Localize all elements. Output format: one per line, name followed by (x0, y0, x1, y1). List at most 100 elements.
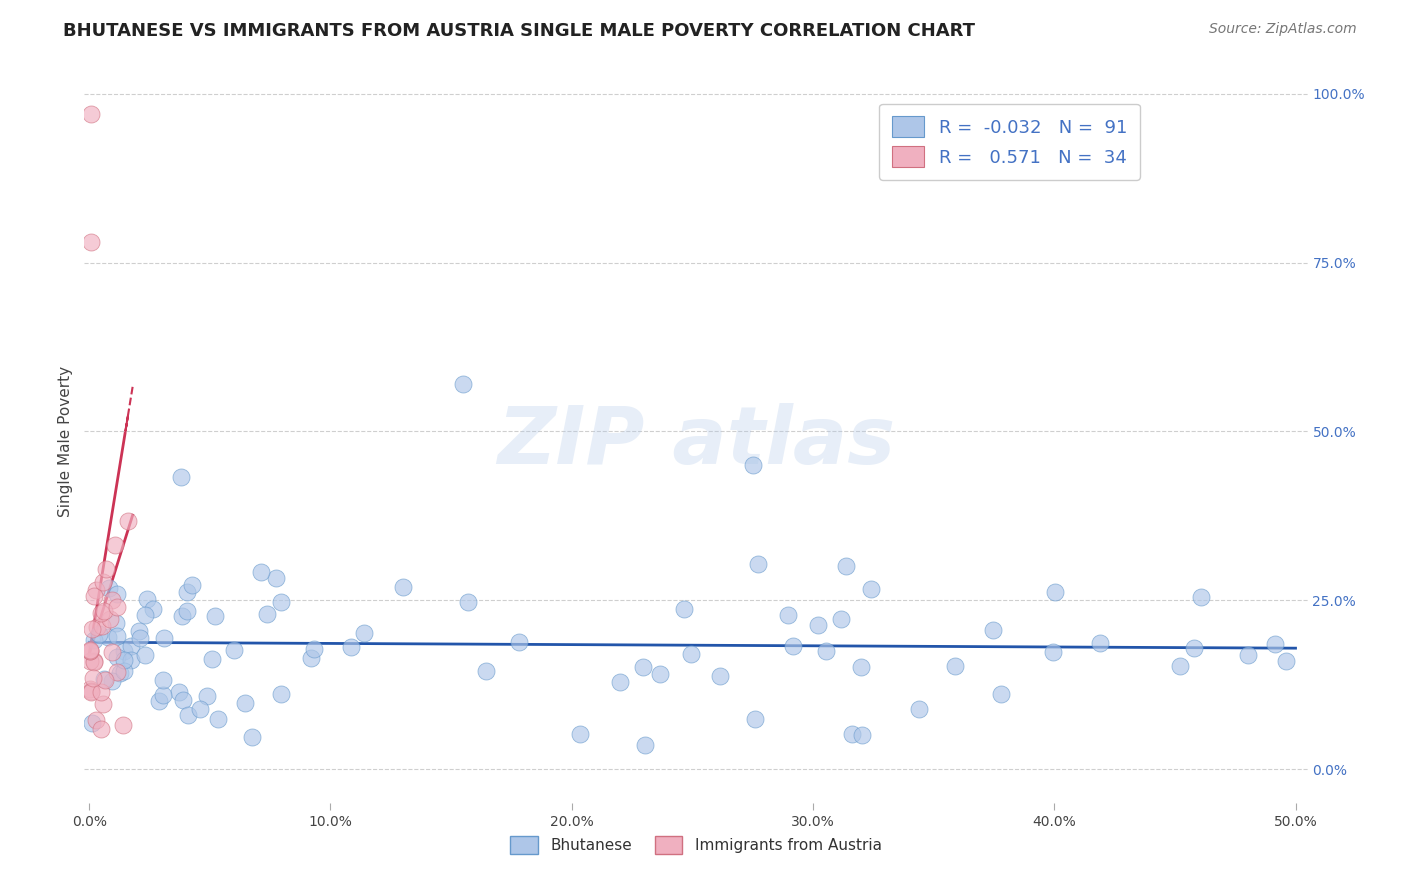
Point (152, 673, 174, 687)
Point (672, 601, 695, 615)
Point (353, 626, 375, 640)
Point (97, 631, 120, 645)
Point (87, 627, 110, 641)
Point (94, 562, 117, 576)
Text: Source: ZipAtlas.com: Source: ZipAtlas.com (1209, 22, 1357, 37)
Point (80, 683, 103, 698)
Point (634, 739, 657, 753)
Point (142, 602, 165, 616)
Point (264, 571, 287, 585)
Point (1264, 637, 1286, 651)
Point (1043, 584, 1066, 599)
Point (195, 689, 218, 703)
Point (776, 607, 799, 622)
Point (90, 685, 112, 699)
Point (117, 514, 139, 528)
Point (176, 585, 198, 599)
Point (120, 640, 142, 654)
Point (340, 640, 363, 654)
Y-axis label: Single Male Poverty: Single Male Poverty (58, 366, 73, 517)
Point (83, 632, 105, 647)
Point (990, 687, 1012, 701)
Point (153, 631, 176, 645)
Text: BHUTANESE VS IMMIGRANTS FROM AUSTRIA SINGLE MALE POVERTY CORRELATION CHART: BHUTANESE VS IMMIGRANTS FROM AUSTRIA SIN… (63, 22, 976, 40)
Point (91, 697, 114, 711)
Point (167, 685, 190, 699)
Point (152, 688, 174, 702)
Point (170, 609, 193, 624)
Point (128, 632, 150, 646)
Point (841, 726, 863, 740)
Point (104, 538, 127, 552)
Point (79, 654, 101, 668)
Point (112, 644, 135, 658)
Point (90, 722, 112, 736)
Legend: Bhutanese, Immigrants from Austria: Bhutanese, Immigrants from Austria (505, 830, 887, 860)
Point (806, 618, 828, 632)
Point (256, 607, 278, 621)
Point (747, 557, 769, 571)
Point (100, 645, 122, 659)
Point (681, 647, 703, 661)
Point (650, 667, 672, 681)
Point (112, 653, 135, 667)
Point (83, 654, 105, 668)
Point (80, 716, 103, 731)
Point (79, 643, 101, 657)
Point (176, 708, 198, 723)
Point (981, 623, 1004, 637)
Point (849, 659, 872, 673)
Point (744, 712, 766, 726)
Point (90, 607, 112, 621)
Point (860, 582, 883, 597)
Point (101, 593, 124, 607)
Point (1189, 590, 1212, 604)
Point (79, 682, 101, 697)
Point (1088, 636, 1111, 650)
Point (392, 580, 415, 594)
Point (250, 565, 273, 579)
Point (207, 712, 229, 726)
Point (91, 619, 114, 633)
Point (851, 728, 873, 742)
Point (91, 575, 114, 590)
Point (1042, 644, 1064, 658)
Point (97, 581, 120, 595)
Point (134, 648, 156, 662)
Point (80, 685, 103, 699)
Point (134, 608, 156, 623)
Point (474, 664, 496, 678)
Point (148, 693, 170, 707)
Point (82, 622, 104, 636)
Point (84, 583, 107, 598)
Point (135, 592, 157, 607)
Point (201, 652, 224, 666)
Point (1275, 654, 1298, 668)
Point (1168, 658, 1191, 673)
Point (299, 650, 322, 665)
Point (169, 469, 191, 483)
Point (79, 644, 101, 658)
Point (105, 665, 128, 680)
Point (105, 629, 128, 643)
Point (188, 702, 211, 716)
Point (172, 693, 194, 707)
Point (93, 672, 115, 686)
Point (609, 674, 631, 689)
Point (457, 595, 479, 609)
Point (86, 620, 108, 634)
Point (101, 673, 124, 688)
Point (108, 666, 131, 681)
Point (94, 673, 117, 687)
Point (815, 643, 838, 657)
Point (204, 608, 226, 623)
Point (782, 639, 804, 653)
Point (943, 659, 966, 673)
Point (1236, 648, 1258, 663)
Point (233, 696, 256, 710)
Point (176, 604, 198, 618)
Point (830, 612, 852, 626)
Point (84, 713, 107, 727)
Point (105, 587, 128, 601)
Point (82, 671, 104, 685)
